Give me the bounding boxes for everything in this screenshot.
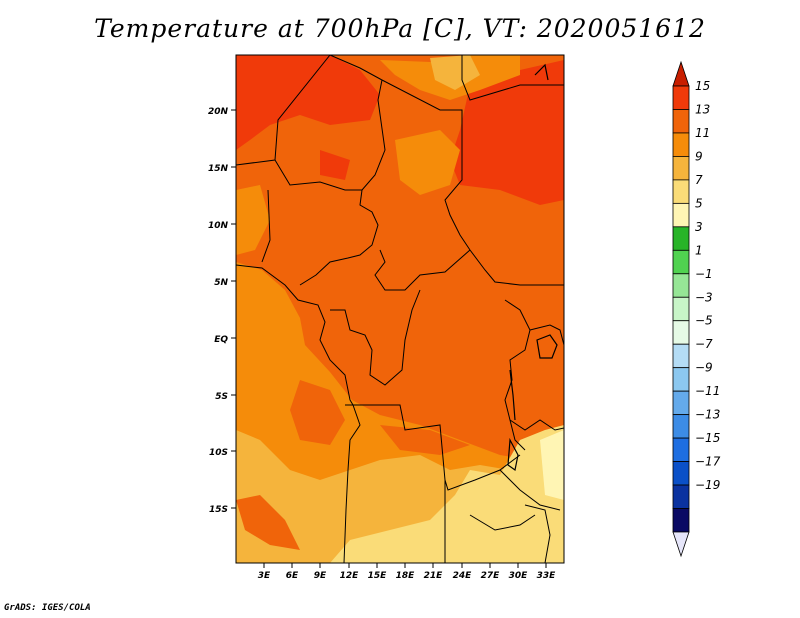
colorbar-label: −1 bbox=[695, 267, 713, 281]
lat-labels: 20N 15N 10N 5N EQ 5S 10S 15S bbox=[208, 107, 229, 515]
lat-tick-label: EQ bbox=[214, 335, 228, 345]
colorbar-swatch bbox=[672, 156, 690, 181]
colorbar: 15 13 11 9 7 5 3 1 −1 −3 −5 −7 −9 −11 −13 −15 −17 −19 bbox=[672, 60, 721, 558]
field-patch-3 bbox=[380, 425, 470, 455]
field-hot-nw bbox=[236, 55, 380, 150]
grads-credit: GrADS: IGES/COLA bbox=[4, 603, 91, 613]
lon-tick-label: 21E bbox=[424, 571, 444, 581]
colorbar-label: −11 bbox=[695, 384, 720, 398]
colorbar-label: −3 bbox=[695, 290, 713, 304]
colorbar-swatch bbox=[672, 296, 690, 322]
colorbar-label: −9 bbox=[695, 361, 713, 375]
field-band-5 bbox=[330, 425, 564, 563]
colorbar-label: 3 bbox=[695, 220, 703, 234]
lat-tick-label: 5S bbox=[215, 392, 228, 402]
field-patch-1 bbox=[290, 380, 345, 445]
colorbar-swatch bbox=[672, 273, 690, 298]
colorbar-label: −7 bbox=[695, 337, 713, 351]
colorbar-label: −5 bbox=[695, 314, 713, 328]
colorbar-swatch bbox=[672, 390, 690, 416]
colorbar-swatch bbox=[672, 132, 690, 157]
field-cool-center bbox=[395, 130, 460, 195]
lon-tick-label: 3E bbox=[258, 571, 271, 581]
colorbar-swatch bbox=[672, 414, 690, 439]
colorbar-top-arrow bbox=[672, 60, 690, 87]
lon-labels: 3E 6E 9E 12E 15E 18E 21E 24E 27E 30E 33E bbox=[258, 571, 556, 581]
colorbar-swatch bbox=[672, 320, 690, 345]
colorbar-swatch bbox=[672, 85, 690, 110]
colorbar-label: 9 bbox=[695, 149, 703, 163]
field-warm-n bbox=[430, 55, 480, 90]
field-band-3 bbox=[540, 430, 564, 500]
colorbar-label: 11 bbox=[695, 126, 710, 140]
lakes bbox=[507, 63, 558, 472]
field-patch-2 bbox=[236, 495, 300, 550]
lon-tick-label: 24E bbox=[453, 571, 473, 581]
colorbar-swatch bbox=[672, 461, 690, 486]
field-hot-ne bbox=[450, 60, 564, 205]
lon-axis bbox=[263, 563, 547, 568]
lat-tick-label: 10N bbox=[208, 221, 229, 231]
colorbar-swatch bbox=[672, 226, 690, 251]
lat-tick-label: 15S bbox=[209, 505, 228, 515]
colorbar-swatch bbox=[672, 484, 690, 509]
lon-tick-label: 27E bbox=[481, 571, 501, 581]
country-borders bbox=[236, 55, 564, 563]
field-hot-patch bbox=[320, 150, 350, 180]
colorbar-swatch bbox=[672, 179, 690, 204]
field-cool-west bbox=[236, 185, 270, 255]
lat-tick-label: 20N bbox=[208, 107, 229, 117]
colorbar-label: −17 bbox=[695, 455, 721, 469]
colorbar-label: 13 bbox=[695, 102, 710, 116]
lon-tick-label: 33E bbox=[537, 571, 557, 581]
colorbar-label: 5 bbox=[695, 196, 703, 210]
colorbar-label: 15 bbox=[695, 79, 710, 93]
temperature-field bbox=[236, 55, 564, 563]
colorbar-label: 7 bbox=[695, 173, 703, 187]
map-title: Temperature at 700hPa [C], VT: 202005161… bbox=[94, 14, 706, 43]
colorbar-swatch bbox=[672, 109, 690, 134]
lat-axis bbox=[231, 109, 236, 509]
colorbar-label: −19 bbox=[695, 478, 720, 492]
colorbar-label: −15 bbox=[695, 431, 720, 445]
lon-tick-label: 30E bbox=[509, 571, 529, 581]
lon-tick-label: 15E bbox=[368, 571, 388, 581]
lon-tick-label: 9E bbox=[314, 571, 327, 581]
colorbar-swatch bbox=[672, 249, 690, 275]
colorbar-label: 1 bbox=[695, 243, 703, 257]
colorbar-swatch bbox=[672, 367, 690, 392]
colorbar-swatch bbox=[672, 343, 690, 369]
colorbar-swatch bbox=[672, 508, 690, 533]
lat-tick-label: 5N bbox=[214, 278, 228, 288]
lon-tick-label: 18E bbox=[396, 571, 416, 581]
map-frame bbox=[235, 54, 565, 564]
lon-tick-label: 12E bbox=[340, 571, 360, 581]
colorbar-label: −13 bbox=[695, 408, 720, 422]
colorbar-bottom-arrow bbox=[672, 531, 690, 558]
lat-tick-label: 10S bbox=[209, 448, 228, 458]
lat-tick-label: 15N bbox=[208, 164, 229, 174]
colorbar-swatch bbox=[672, 437, 690, 462]
lon-tick-label: 6E bbox=[286, 571, 299, 581]
colorbar-swatch bbox=[672, 202, 690, 228]
